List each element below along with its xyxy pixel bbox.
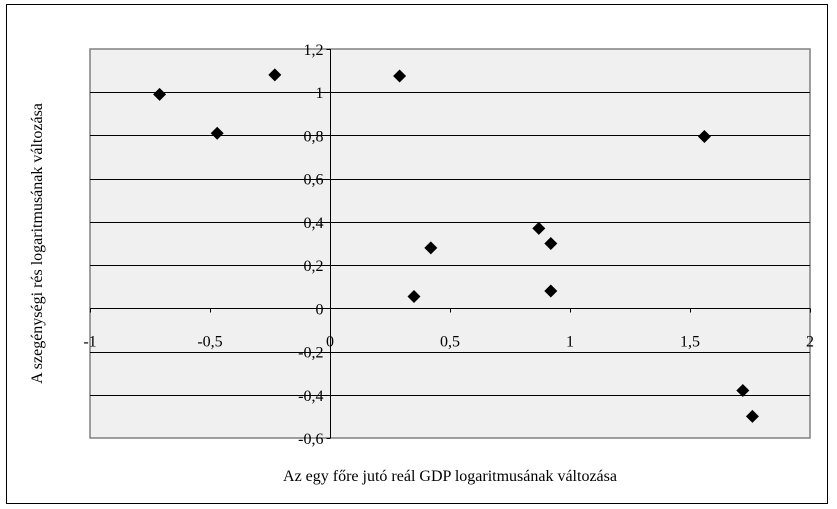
data-point [544,284,558,298]
x-tick-label: -1 [83,334,96,351]
x-tick-label: 0,5 [440,334,460,351]
y-tick-label: 1,2 [304,42,324,59]
data-point [697,130,711,144]
y-tick-label: 0,2 [304,258,324,275]
data-point [210,126,224,140]
data-point [407,289,421,303]
y-tick-label: -0,2 [298,345,323,362]
scatter-chart: 1,210,80,60,40,20-0,2-0,4-0,6-1 -0,5 0 0,5 1… [29,42,814,485]
x-tick-label: -0,5 [197,334,222,351]
y-tick-label: 0 [316,301,324,318]
data-point [544,237,558,250]
data-point [532,221,546,235]
x-tick-label: 0 [326,334,334,351]
y-axis-title: A szegénységi rés logaritmusának változá… [29,103,46,384]
y-tick-label: -0,6 [298,431,323,448]
axes [90,49,811,439]
x-tick-label: 1,5 [680,334,700,351]
data-point [153,87,167,101]
tick-labels: 1,210,80,60,40,20-0,2-0,4-0,6-1 -0,5 0 0,5 1… [83,42,814,448]
x-axis-title: Az egy főre jutó reál GDP logaritmusának… [283,468,617,485]
data-point [424,241,438,255]
y-tick-label: 1 [316,85,324,102]
data-point [745,409,759,423]
y-tick-label: -0,4 [298,388,323,405]
x-tick-label: 2 [806,334,814,351]
data-points [153,68,759,423]
chart-frame: 1,2 1 0,8 0,6 0,4 0,2 0 -0,2 -0,4 -0,6 -1 -0,5 0 0,5 1… [6,4,828,504]
data-point [736,383,750,397]
data-point [393,69,407,83]
y-tick-label: 0,6 [304,172,324,189]
plot-area [89,48,811,439]
x-tick-label: 1 [566,334,574,351]
data-point [268,68,282,82]
y-tick-label: 0,4 [304,215,324,232]
y-tick-label: 0,8 [304,128,324,145]
